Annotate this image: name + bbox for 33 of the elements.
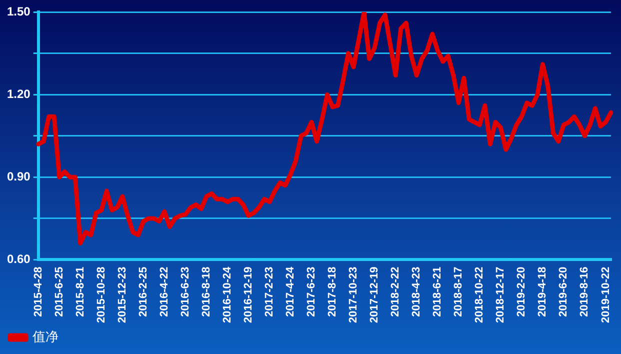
x-tick-label: 2017-6-23 — [306, 266, 318, 317]
x-tick-label: 2017-10-23 — [348, 266, 360, 324]
x-tick-label: 2018-12-17 — [494, 266, 507, 324]
x-tick-label: 2015-4-28 — [32, 266, 44, 317]
x-tick-label: 2016-12-19 — [242, 266, 255, 324]
x-tick-label: 2015-6-25 — [53, 266, 66, 317]
x-tick-label: 2018-10-22 — [474, 266, 486, 324]
x-tick-label: 2016-10-24 — [222, 266, 234, 324]
x-tick-label: 2017-8-18 — [326, 266, 339, 317]
x-tick-label: 2015-10-28 — [95, 266, 108, 324]
y-tick-label: 0.60 — [6, 252, 31, 266]
x-tick-label: 2018-2-22 — [390, 266, 402, 317]
x-tick-label: 2019-10-22 — [600, 266, 612, 324]
x-tick-label: 2019-4-18 — [536, 266, 549, 317]
y-tick-label: 1.20 — [6, 86, 31, 101]
x-tick-label: 2019-6-20 — [558, 266, 570, 317]
x-tick-label: 2018-6-21 — [432, 266, 444, 317]
x-tick-label: 2017-4-24 — [284, 266, 297, 317]
x-tick-label: 2015-8-21 — [74, 266, 86, 317]
x-tick-label: 2016-6-23 — [179, 266, 192, 317]
x-tick-label: 2016-2-25 — [137, 266, 150, 317]
x-tick-label: 2016-4-22 — [158, 266, 170, 317]
y-tick-label: 0.90 — [6, 169, 31, 184]
x-tick-label: 2015-12-23 — [116, 266, 128, 324]
x-tick-label: 2019-2-20 — [516, 266, 528, 317]
legend-label: 值净 — [32, 330, 58, 345]
x-tick-label: 2016-8-18 — [200, 266, 212, 317]
x-tick-label: 2018-8-17 — [452, 266, 465, 317]
x-tick-label: 2017-2-23 — [264, 266, 276, 317]
x-tick-label: 2018-4-23 — [410, 266, 423, 317]
x-tick-label: 2019-8-16 — [578, 266, 591, 317]
x-tick-label: 2017-12-19 — [368, 266, 381, 324]
y-tick-label: 1.50 — [6, 4, 31, 18]
